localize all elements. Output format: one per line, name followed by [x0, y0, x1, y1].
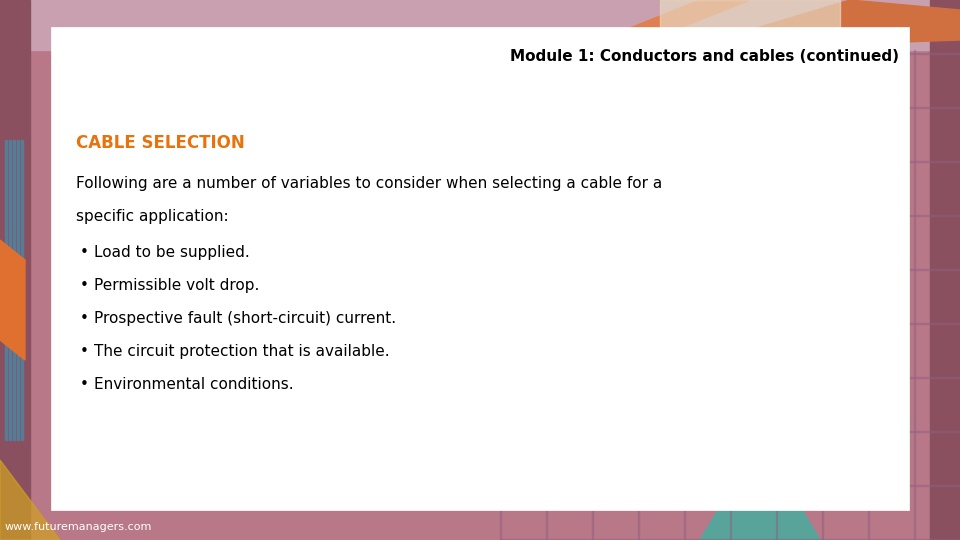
Text: CABLE SELECTION: CABLE SELECTION	[76, 134, 245, 152]
Polygon shape	[750, 0, 960, 45]
Polygon shape	[700, 440, 820, 540]
Bar	[13, 140, 15, 440]
Bar	[500, 539, 960, 540]
Bar	[500, 215, 960, 216]
Text: specific application:: specific application:	[76, 209, 228, 224]
Bar	[930, 0, 960, 540]
Bar	[500, 50, 501, 540]
Text: www.futuremanagers.com: www.futuremanagers.com	[5, 522, 153, 532]
Text: Permissible volt drop.: Permissible volt drop.	[94, 278, 259, 293]
Bar	[51, 27, 909, 510]
Bar	[822, 50, 823, 540]
Bar	[500, 107, 960, 108]
Bar	[500, 377, 960, 378]
Text: Module 1: Conductors and cables (continued): Module 1: Conductors and cables (continu…	[510, 49, 900, 64]
Bar	[500, 431, 960, 432]
Text: The circuit protection that is available.: The circuit protection that is available…	[94, 344, 390, 359]
Text: •: •	[80, 245, 88, 260]
Bar	[500, 269, 960, 270]
Polygon shape	[0, 460, 60, 540]
Text: Environmental conditions.: Environmental conditions.	[94, 377, 294, 392]
Bar	[638, 50, 639, 540]
Bar	[0, 0, 960, 50]
Text: •: •	[80, 278, 88, 293]
Bar	[500, 53, 960, 54]
Bar	[546, 50, 547, 540]
Bar	[500, 485, 960, 486]
Bar	[592, 50, 593, 540]
Text: •: •	[80, 311, 88, 326]
Text: •: •	[80, 377, 88, 392]
Text: Prospective fault (short-circuit) current.: Prospective fault (short-circuit) curren…	[94, 311, 396, 326]
Text: Load to be supplied.: Load to be supplied.	[94, 245, 250, 260]
Polygon shape	[600, 0, 750, 40]
Bar	[776, 50, 777, 540]
Bar	[730, 50, 731, 540]
Bar	[500, 161, 960, 162]
Bar	[914, 50, 915, 540]
Bar	[660, 0, 840, 40]
Bar	[5, 140, 7, 440]
Polygon shape	[0, 240, 25, 360]
Bar	[868, 50, 869, 540]
Bar	[17, 140, 19, 440]
Bar	[684, 50, 685, 540]
Bar	[0, 0, 30, 540]
Bar	[500, 323, 960, 324]
Bar	[9, 140, 11, 440]
Text: •: •	[80, 344, 88, 359]
Bar	[21, 140, 23, 440]
Text: Following are a number of variables to consider when selecting a cable for a: Following are a number of variables to c…	[76, 176, 662, 191]
